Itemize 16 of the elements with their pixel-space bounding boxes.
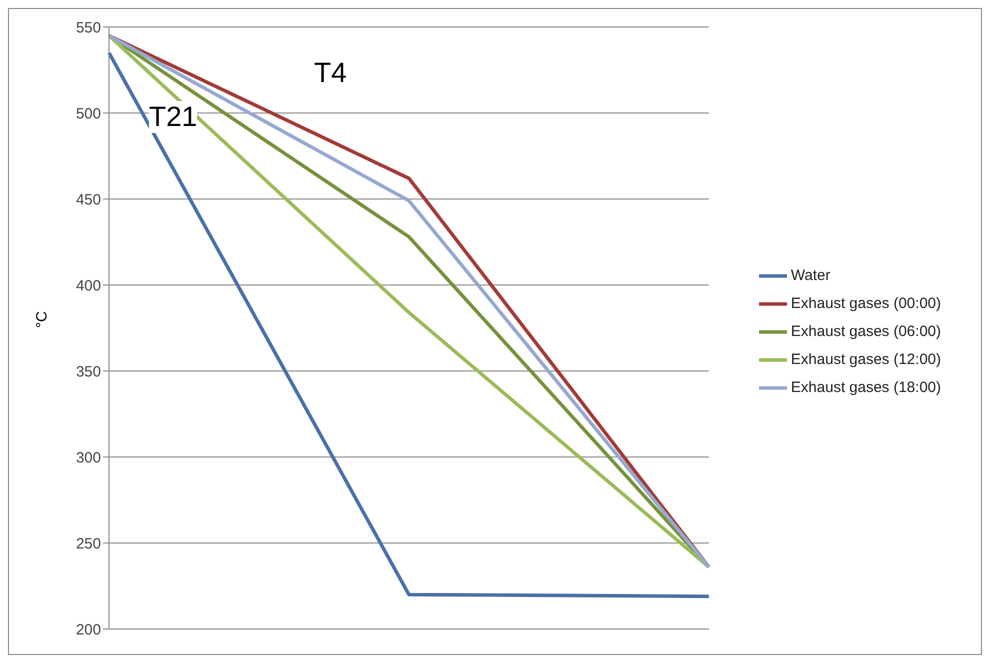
legend-label: Exhaust gases (00:00) <box>790 294 941 312</box>
annotation: T4 <box>314 57 347 89</box>
legend-label: Water <box>790 266 830 284</box>
y-tick-label: 400 <box>76 277 101 294</box>
legend-label: Exhaust gases (18:00) <box>790 378 941 396</box>
y-tick-label: 250 <box>76 535 101 552</box>
y-tick-label: 200 <box>76 621 101 638</box>
y-tick-label: 550 <box>76 19 101 36</box>
y-tick-label: 500 <box>76 105 101 122</box>
y-tick-label: 450 <box>76 191 101 208</box>
legend-label: Exhaust gases (06:00) <box>790 322 941 340</box>
y-axis-title: °C <box>33 311 50 328</box>
legend-label: Exhaust gases (12:00) <box>790 350 941 368</box>
annotation: T21 <box>149 101 198 133</box>
y-tick-label: 350 <box>76 363 101 380</box>
y-tick-label: 300 <box>76 449 101 466</box>
